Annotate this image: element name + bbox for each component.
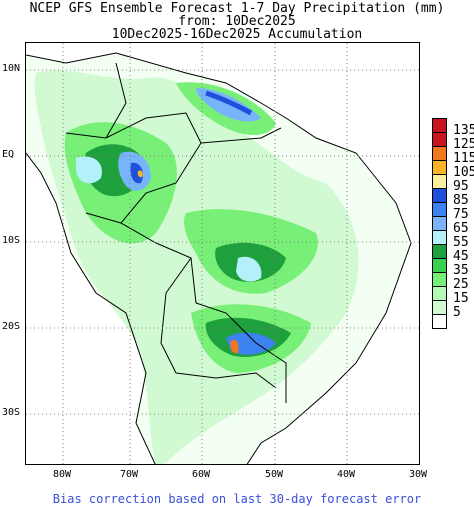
legend-label-125: 125 <box>453 137 474 152</box>
lon-label-50w: 50W <box>264 469 284 480</box>
map-canvas <box>26 43 419 464</box>
legend-swatch-15: 15 <box>432 291 469 315</box>
legend-label-45: 45 <box>453 249 469 264</box>
legend-swatch-55: 55 <box>432 235 469 259</box>
legend-swatch-95: 95 <box>432 179 469 203</box>
legend-label-25: 25 <box>453 277 469 292</box>
lon-label-70w: 70W <box>119 469 139 480</box>
precip-legend: 135 125 115 105 95 85 75 65 55 45 35 25 … <box>432 118 474 329</box>
legend-label-5: 5 <box>453 305 461 320</box>
lat-label-10n: 10N <box>2 63 21 74</box>
legend-swatch-85: 85 <box>432 193 469 217</box>
legend-label-105: 105 <box>453 165 474 180</box>
coastlines-and-borders <box>26 52 412 464</box>
legend-swatch-25: 25 <box>432 277 469 301</box>
lon-label-60w: 60W <box>191 469 211 480</box>
legend-label-115: 115 <box>453 151 474 166</box>
forecast-init-date: from: 10Dec2025 <box>178 14 296 29</box>
legend-swatch-45: 45 <box>432 249 469 273</box>
legend-swatch-135: 135 <box>432 123 474 147</box>
legend-swatch-5: 5 <box>432 305 461 329</box>
legend-swatch-35: 35 <box>432 263 469 287</box>
legend-label-85: 85 <box>453 193 469 208</box>
legend-label-95: 95 <box>453 179 469 194</box>
lat-label-10s: 10S <box>2 235 21 246</box>
legend-label-35: 35 <box>453 263 469 278</box>
graticule <box>26 43 419 464</box>
legend-swatch-top <box>432 118 447 133</box>
map-title: NCEP GFS Ensemble Forecast 1-7 Day Preci… <box>29 1 445 16</box>
bias-correction-note: Bias correction based on last 30-day for… <box>52 492 422 506</box>
legend-swatch-65: 65 <box>432 221 469 245</box>
legend-label-15: 15 <box>453 291 469 306</box>
legend-label-55: 55 <box>453 235 469 250</box>
lat-label-20s: 20S <box>2 321 21 332</box>
lat-label-eq: EQ <box>2 149 15 160</box>
lon-label-30w: 30W <box>408 469 428 480</box>
legend-swatch-115: 115 <box>432 151 474 175</box>
accumulation-period: 10Dec2025-16Dec2025 Accumulation <box>111 27 363 42</box>
legend-swatch-105: 105 <box>432 165 474 189</box>
lon-label-80w: 80W <box>52 469 72 480</box>
legend-label-75: 75 <box>453 207 469 222</box>
legend-label-65: 65 <box>453 221 469 236</box>
lon-label-40w: 40W <box>336 469 356 480</box>
lat-label-30s: 30S <box>2 407 21 418</box>
precipitation-map <box>25 42 420 465</box>
legend-swatch-125: 125 <box>432 137 474 161</box>
legend-swatch-75: 75 <box>432 207 469 231</box>
precip-shading <box>34 70 359 464</box>
legend-label-135: 135 <box>453 123 474 138</box>
